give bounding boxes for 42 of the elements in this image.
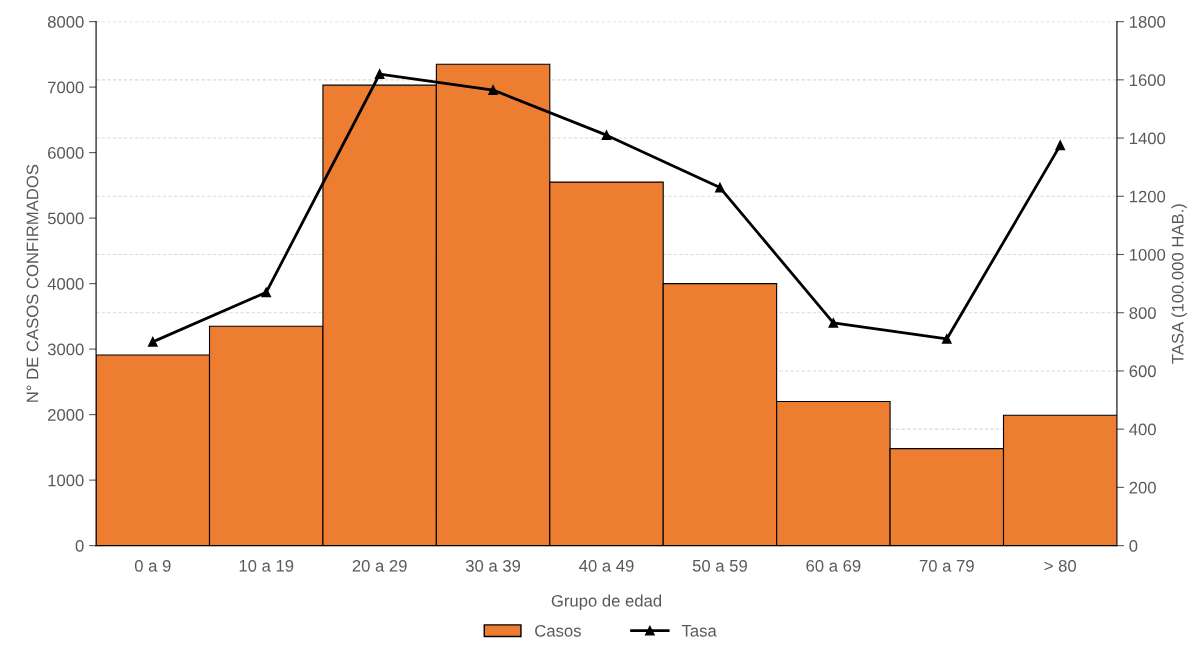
legend-label: Tasa <box>681 625 717 637</box>
point <box>828 318 839 328</box>
x-axis-title: Grupo de edad <box>551 594 662 611</box>
y-tick-label: 0 <box>75 540 84 552</box>
y-tick-label: 3000 <box>47 343 84 356</box>
point <box>941 334 952 344</box>
y2-tick-label: 1400 <box>1130 132 1166 145</box>
y-tick-label: 8000 <box>47 16 84 28</box>
point <box>147 336 158 347</box>
y2-tick-label: 1800 <box>1130 16 1166 28</box>
y-tick-label: 4000 <box>47 278 84 290</box>
y2-tick-label: 1000 <box>1130 248 1166 261</box>
y-axis-title: N° DE CASOS CONFIRMADOS <box>26 164 39 402</box>
x-tick-label: 10 a 19 <box>239 559 294 572</box>
y2-tick-label: 0 <box>1129 540 1138 552</box>
point <box>488 85 498 95</box>
y2-tick-label: 1600 <box>1130 74 1166 87</box>
point <box>1055 140 1066 151</box>
y2-tick-label: 200 <box>1129 481 1156 494</box>
y2-tick-label: 800 <box>1129 307 1156 319</box>
x-tick-label: 60 a 69 <box>806 559 861 572</box>
y-tick-label: 7000 <box>48 81 84 94</box>
point <box>715 182 725 193</box>
point <box>374 69 385 79</box>
y2-tick-label: 600 <box>1129 365 1156 378</box>
x-tick-label: 70 a 79 <box>919 559 974 572</box>
y2-axis-title: TASA (100.000 HAB.) <box>1171 204 1187 364</box>
point <box>261 287 272 298</box>
point <box>601 130 612 141</box>
y2-tick-label: 400 <box>1129 423 1156 436</box>
x-tick-label: 20 a 29 <box>352 559 407 572</box>
y-tick-label: 2000 <box>48 409 84 421</box>
y-tick-label: 1000 <box>48 474 84 487</box>
y2-tick-label: 1200 <box>1130 190 1166 203</box>
x-tick-label: 0 a 9 <box>134 559 171 572</box>
x-tick-label: 30 a 39 <box>465 559 521 572</box>
x-tick-label: 40 a 49 <box>579 559 634 572</box>
x-tick-label: > 80 <box>1044 559 1077 572</box>
y-tick-label: 5000 <box>47 212 84 225</box>
x-tick-label: 50 a 59 <box>692 559 747 572</box>
y-tick-label: 6000 <box>48 147 84 159</box>
legend-label: Casos <box>535 624 581 637</box>
